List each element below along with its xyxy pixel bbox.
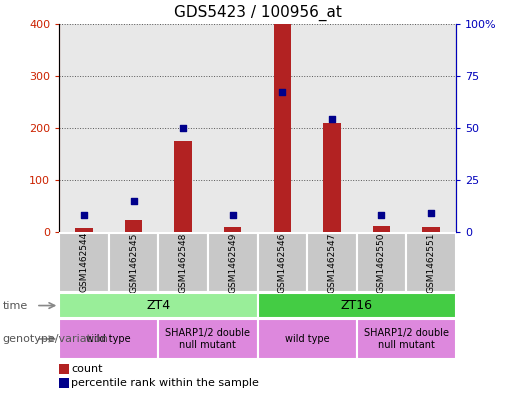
Text: GSM1462551: GSM1462551 (426, 232, 436, 292)
Bar (224, 227, 242, 232)
Text: SHARP1/2 double
null mutant: SHARP1/2 double null mutant (165, 328, 250, 350)
Bar (59, 319, 159, 359)
Point (80, 212, 88, 219)
Text: GSM1462546: GSM1462546 (278, 232, 287, 292)
Bar (175, 141, 192, 232)
Text: percentile rank within the sample: percentile rank within the sample (71, 378, 259, 388)
Point (129, 197, 138, 204)
Bar (258, 293, 456, 318)
Text: GSM1462548: GSM1462548 (179, 232, 187, 292)
Text: GSM1462545: GSM1462545 (129, 232, 138, 292)
Bar (159, 233, 208, 292)
Point (377, 212, 386, 219)
Bar (258, 233, 307, 292)
Text: ZT4: ZT4 (146, 299, 170, 312)
Bar (356, 319, 456, 359)
Bar (307, 233, 356, 292)
Point (427, 210, 435, 216)
Bar (59, 364, 69, 374)
Bar (75, 228, 93, 232)
Text: genotype/variation: genotype/variation (3, 334, 109, 344)
Text: ZT16: ZT16 (340, 299, 373, 312)
Bar (258, 319, 356, 359)
Bar (59, 233, 109, 292)
Bar (406, 233, 456, 292)
Text: wild type: wild type (285, 334, 330, 344)
Bar (323, 123, 340, 232)
Text: count: count (71, 364, 102, 374)
Text: GSM1462544: GSM1462544 (79, 232, 89, 292)
Text: GSM1462550: GSM1462550 (377, 232, 386, 292)
Bar (159, 319, 258, 359)
Bar (59, 293, 258, 318)
Text: SHARP1/2 double
null mutant: SHARP1/2 double null mutant (364, 328, 449, 350)
Bar (373, 226, 390, 232)
Bar (125, 220, 142, 232)
Text: GSM1462549: GSM1462549 (228, 232, 237, 292)
Text: time: time (3, 301, 28, 310)
Text: wild type: wild type (87, 334, 131, 344)
Bar (422, 227, 440, 232)
Text: GSM1462547: GSM1462547 (328, 232, 336, 292)
Point (278, 89, 286, 95)
Bar (59, 378, 69, 387)
Point (229, 212, 237, 219)
Bar (109, 233, 159, 292)
Title: GDS5423 / 100956_at: GDS5423 / 100956_at (174, 5, 341, 21)
Point (179, 125, 187, 131)
Bar (273, 24, 291, 232)
Bar (356, 233, 406, 292)
Point (328, 116, 336, 123)
Bar (208, 233, 258, 292)
